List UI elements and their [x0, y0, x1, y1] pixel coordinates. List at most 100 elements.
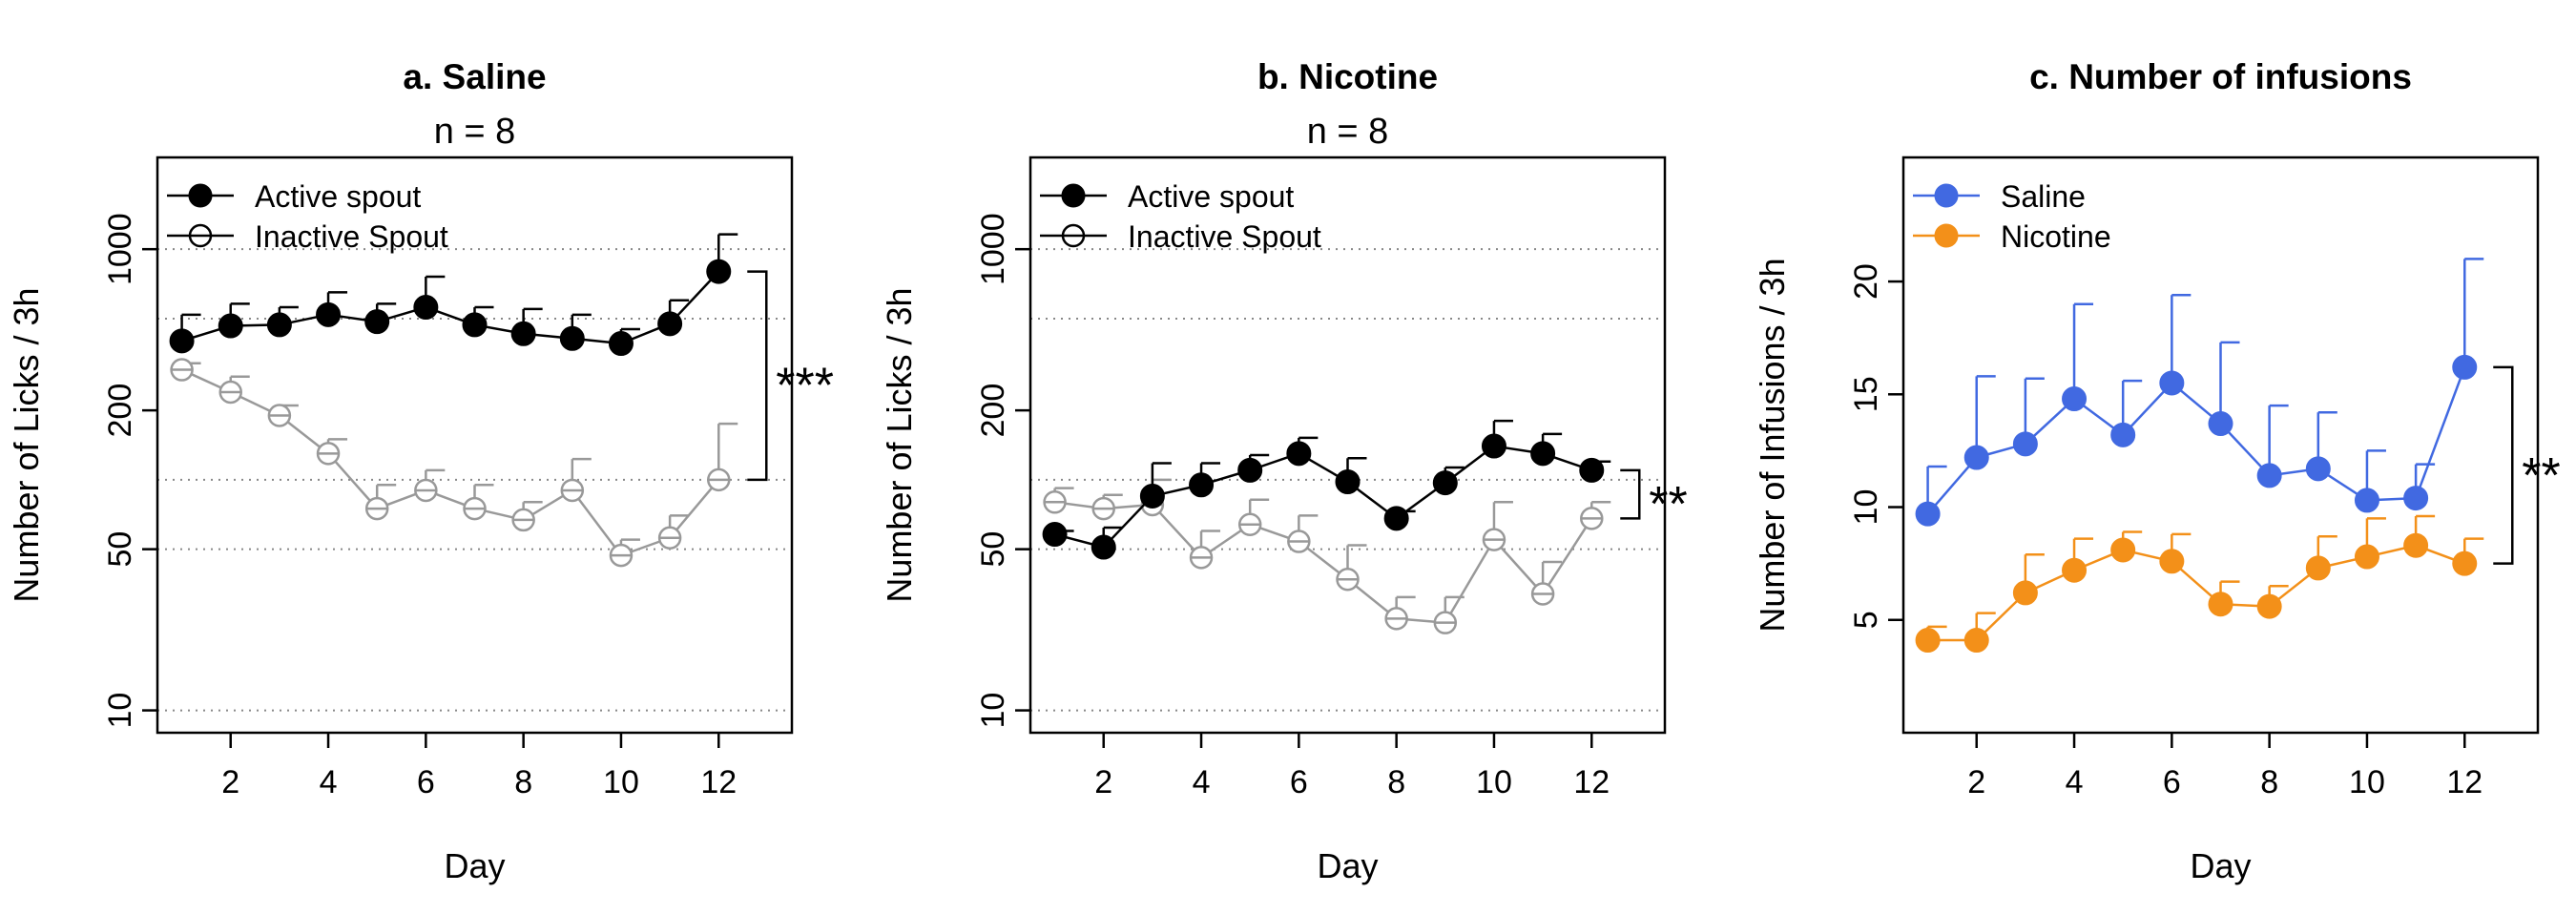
series-2 [1043, 478, 1611, 634]
x-tick-label: 6 [2163, 764, 2181, 800]
series-line-segment [1151, 504, 1202, 559]
y-tick-label: 20 [1848, 263, 1884, 300]
data-point [2256, 463, 2282, 488]
data-point [2012, 580, 2038, 606]
y-tick-label: 1000 [102, 213, 138, 285]
x-tick-label: 2 [221, 764, 239, 800]
x-tick-label: 12 [1573, 764, 1610, 800]
data-point [1915, 501, 1941, 527]
data-point [2208, 411, 2233, 437]
data-point [1286, 441, 1312, 467]
y-tick-label: 50 [975, 531, 1011, 568]
data-point [559, 325, 585, 351]
legend-marker [188, 183, 213, 208]
data-point [462, 312, 488, 338]
series-line-segment [1926, 456, 1978, 515]
x-tick-label: 10 [1476, 764, 1512, 800]
x-tick-label: 6 [417, 764, 435, 800]
series-1 [169, 233, 738, 357]
data-point [2062, 386, 2088, 412]
series-line-segment [1542, 517, 1593, 595]
data-point [2354, 488, 2379, 513]
data-point [1139, 483, 1165, 509]
x-tick-label: 2 [1967, 764, 1985, 800]
significance-label: ** [2522, 448, 2560, 504]
legend: Active spout Inactive Spout [167, 179, 448, 254]
bracket-line [1620, 468, 1641, 520]
legend-marker [1934, 183, 1959, 208]
data-point [2305, 555, 2331, 581]
series-line-segment [2414, 366, 2466, 499]
significance-bracket: *** [747, 270, 834, 482]
data-point [1432, 470, 1458, 496]
data-point [316, 301, 342, 327]
data-point [1042, 522, 1068, 548]
series-line-segment [669, 479, 720, 539]
y-tick-label: 10 [1848, 489, 1884, 526]
data-point [706, 259, 732, 284]
series-2 [1915, 514, 2484, 654]
y-tick-label: 5 [1848, 611, 1884, 629]
data-point [364, 309, 390, 335]
data-point [2452, 354, 2478, 380]
data-point [1189, 472, 1215, 498]
data-point [2208, 592, 2233, 617]
x-tick-label: 8 [1387, 764, 1405, 800]
data-point [657, 311, 683, 337]
chart-subtitle: n = 8 [1307, 112, 1389, 152]
data-point [1579, 457, 1605, 483]
y-tick-label: 15 [1848, 376, 1884, 412]
x-tick-label: 12 [2446, 764, 2483, 800]
significance-label: ** [1649, 477, 1687, 532]
data-point [1963, 628, 1989, 654]
x-axis-label: Day [444, 846, 505, 885]
data-point [1481, 433, 1506, 459]
significance-label: *** [776, 359, 834, 414]
bracket-line [2493, 365, 2514, 565]
data-point [2012, 431, 2038, 457]
data-point [2159, 370, 2185, 396]
y-axis-label: Number of Licks / 3h [7, 287, 46, 602]
data-point [2062, 557, 2088, 583]
series-line-segment [1493, 538, 1545, 595]
series-line-segment [327, 452, 379, 509]
data-point [510, 321, 536, 346]
legend-label: Inactive Spout [1128, 219, 1321, 254]
chart-title: b. Nicotine [1257, 57, 1438, 96]
significance-bracket: ** [2493, 365, 2561, 565]
plot-frame [156, 156, 794, 735]
chart-panel-3: c. Number of infusions 2 4 6 8 10 12 Day 5 10 15 20… [1753, 57, 2561, 885]
data-point [1915, 628, 1941, 654]
x-axis-label: Day [2190, 846, 2251, 885]
y-tick-label: 50 [102, 531, 138, 568]
legend-marker [1061, 183, 1086, 208]
plot-frame [1028, 156, 1667, 735]
data-point [2256, 593, 2282, 619]
series-1 [1042, 419, 1611, 560]
data-point [1383, 506, 1409, 531]
chart-panel-1: a. Saline n = 8 2 4 6 8 10 12 Day 10 50 200 1000 Numb… [7, 57, 834, 885]
y-tick-label: 200 [975, 384, 1011, 438]
legend: Active spout Inactive Spout [1040, 179, 1321, 254]
data-point [2110, 422, 2136, 447]
data-point [1091, 534, 1116, 560]
x-tick-label: 10 [2349, 764, 2385, 800]
series-1 [1915, 258, 2484, 527]
plot-frame [1901, 156, 2540, 735]
data-point [1237, 457, 1263, 483]
chart-title: c. Number of infusions [2029, 57, 2412, 96]
x-tick-label: 6 [1290, 764, 1308, 800]
legend-label: Active spout [1128, 179, 1294, 214]
legend: Saline Nicotine [1913, 179, 2111, 254]
x-tick-label: 4 [2066, 764, 2084, 800]
x-tick-label: 8 [514, 764, 532, 800]
chart-subtitle: n = 8 [434, 112, 516, 152]
data-point [2452, 550, 2478, 576]
legend-label: Saline [2001, 179, 2086, 214]
legend-marker [1934, 223, 1959, 248]
bracket-line [747, 270, 768, 482]
y-axis-label: Number of Infusions / 3h [1753, 258, 1792, 632]
y-tick-label: 200 [102, 384, 138, 438]
chart-panel-2: b. Nicotine n = 8 2 4 6 8 10 12 Day 10 50 200 1000 Nu… [880, 57, 1688, 885]
x-axis-label: Day [1317, 846, 1378, 885]
